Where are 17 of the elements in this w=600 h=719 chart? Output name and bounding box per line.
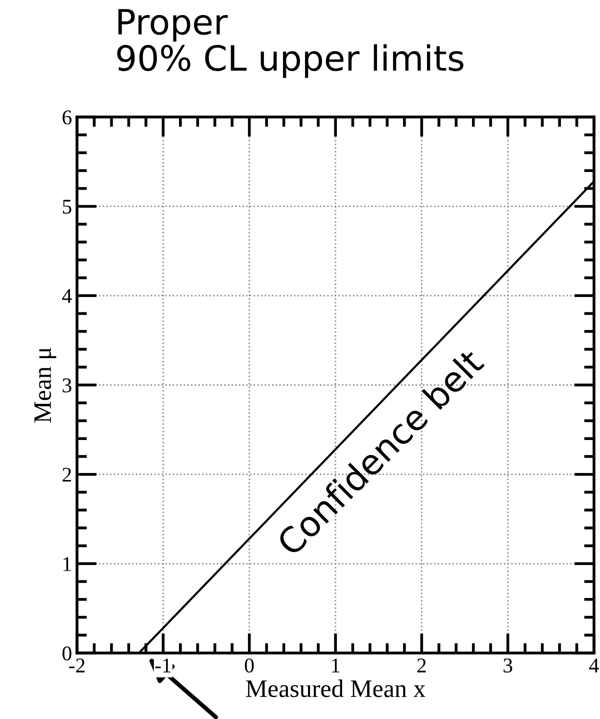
x-tick-label: 3	[504, 658, 512, 673]
y-tick-label: 5	[62, 200, 72, 214]
y-tick-label: 2	[62, 468, 71, 482]
x-tick-label: 0	[244, 658, 254, 673]
y-axis-title: Mean μ	[34, 348, 56, 423]
y-tick-label: 4	[62, 289, 72, 303]
x-tick-label: 2	[417, 658, 426, 672]
y-tick-label: 6	[62, 110, 72, 124]
y-tick-label: 3	[62, 378, 72, 392]
x-tick-label: 4	[589, 658, 599, 672]
x-tick-label: -2	[69, 658, 85, 672]
x-tick-label: -1	[155, 658, 171, 672]
y-tick-label: 1	[64, 557, 71, 571]
x-tick-label: 1	[332, 658, 340, 672]
y-tick-label: 0	[62, 646, 72, 660]
chart-title: Proper 90% CL upper limits	[117, 9, 464, 78]
x-axis-title: Measured Mean x	[246, 680, 426, 698]
